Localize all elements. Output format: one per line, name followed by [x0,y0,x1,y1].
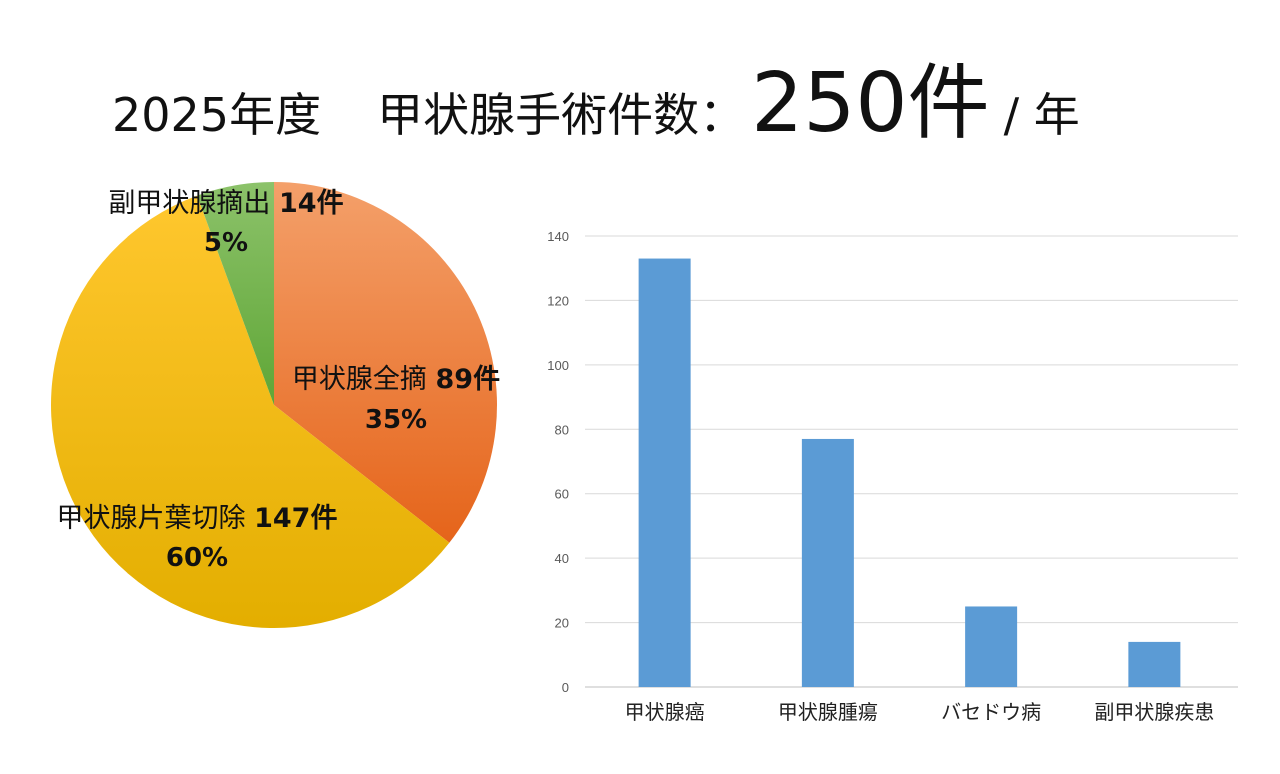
pie-slice-3 [197,182,274,405]
pie-label-name-1: 甲状腺全摘 89件 [292,364,500,395]
pie-label-category: 甲状腺全摘 [292,364,436,395]
title-surgery-label: 甲状腺手術件数： [377,88,746,142]
x-category-label: 副甲状腺疾患 [1094,700,1214,724]
pie-slice-1 [274,182,498,543]
pie-label-name-3: 副甲状腺摘出 14件 [108,188,343,219]
y-tick-label: 100 [547,358,569,373]
y-tick-label: 0 [562,680,569,695]
page-title: 2025年度 甲状腺手術件数： 250件 / 年 [112,36,1080,151]
x-category-label: 甲状腺腫瘍 [778,700,878,724]
pie-label-percent-1: 35% [365,405,427,435]
y-tick-label: 120 [547,293,569,308]
bar-2 [801,438,854,687]
pie-label-percent-3: 5% [204,228,248,258]
pie-label-category: 副甲状腺摘出 [108,188,279,219]
title-year: 2025年度 [112,88,322,142]
x-category-label: バセドウ病 [941,700,1041,724]
pie-label-count: 14件 [279,188,344,219]
y-tick-label: 80 [555,422,569,437]
pie-label-count: 147件 [254,503,337,534]
pie-label-name-2: 甲状腺片葉切除 147件 [57,503,338,534]
x-category-label: 甲状腺癌 [625,700,705,724]
y-tick-label: 20 [555,616,569,631]
y-tick-label: 40 [555,551,569,566]
pie-label-count: 89件 [436,364,501,395]
bar-3 [965,606,1018,687]
bar-4 [1128,641,1181,687]
pie-label-percent-2: 60% [166,543,228,573]
title-per-unit: / 年 [1003,88,1080,142]
title-total-value: 250件 [751,56,990,151]
y-tick-label: 60 [555,487,569,502]
pie-label-category: 甲状腺片葉切除 [57,503,255,534]
pie-slice-2 [51,195,450,628]
bar-1 [638,258,691,687]
y-tick-label: 140 [547,229,569,244]
